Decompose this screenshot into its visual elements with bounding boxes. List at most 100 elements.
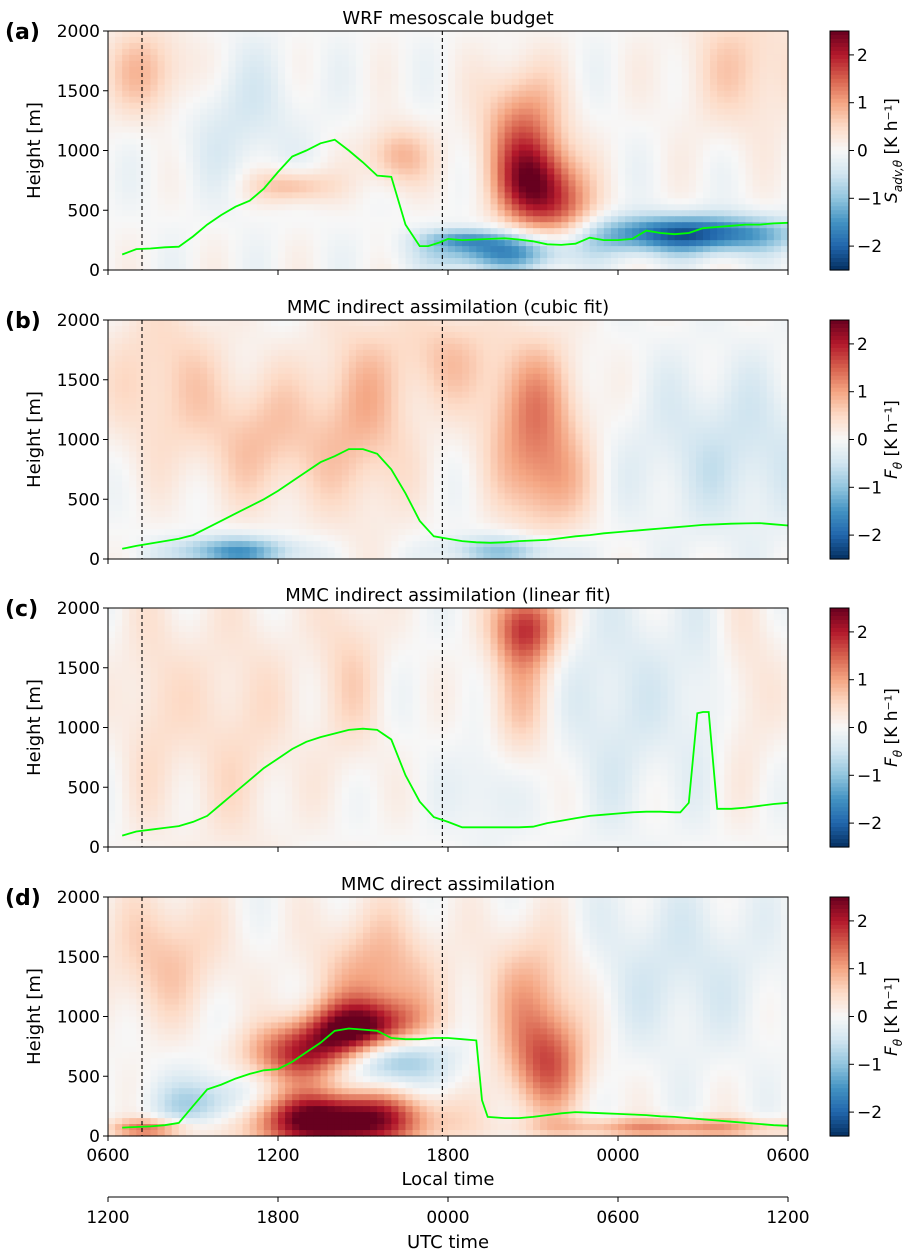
heatmap-cell [780, 72, 789, 80]
heatmap-cell [278, 487, 286, 494]
heatmap-cell [214, 439, 222, 447]
heatmap-cell [759, 216, 768, 223]
heatmap-cell [178, 114, 187, 122]
heatmap-cell [221, 391, 230, 399]
heatmap-cell [483, 78, 492, 86]
heatmap-cell [185, 144, 194, 152]
heatmap-cell [136, 505, 145, 512]
heatmap-cell [639, 204, 647, 211]
heatmap-cell [618, 78, 626, 86]
heatmap-cell [391, 234, 400, 241]
heatmap-cell [695, 210, 704, 217]
heatmap-cell [214, 234, 222, 241]
heatmap-cell [228, 252, 237, 259]
heatmap-cell [603, 210, 612, 217]
heatmap-cell [603, 42, 612, 50]
heatmap-cell [625, 42, 633, 50]
heatmap-cell [306, 78, 315, 86]
heatmap-cell [299, 96, 307, 104]
heatmap-cell [745, 216, 754, 223]
heatmap-cell [235, 499, 244, 506]
heatmap-cell [249, 150, 258, 158]
heatmap-cell [299, 60, 307, 68]
heatmap-cell [469, 156, 477, 164]
heatmap-cell [547, 108, 555, 116]
heatmap-cell [469, 31, 477, 38]
heatmap-cell [207, 343, 215, 351]
colorbar-segment [830, 46, 849, 52]
heatmap-cell [327, 222, 336, 229]
heatmap-cell [603, 198, 612, 205]
heatmap-cell [299, 180, 307, 187]
heatmap-cell [766, 234, 775, 241]
heatmap-cell [561, 168, 570, 175]
heatmap-cell [334, 31, 343, 38]
heatmap-cell [426, 228, 435, 235]
heatmap-cell [292, 54, 300, 62]
heatmap-cell [426, 108, 435, 116]
heatmap-cell [108, 228, 116, 235]
heatmap-cell [433, 234, 442, 241]
heatmap-cell [235, 529, 244, 536]
heatmap-cell [200, 415, 208, 423]
heatmap-cell [327, 228, 336, 235]
heatmap-cell [200, 102, 208, 110]
heatmap-cell [278, 397, 286, 405]
heatmap-cell [278, 252, 286, 259]
heatmap-cell [483, 96, 492, 104]
heatmap-cell [214, 349, 222, 357]
heatmap-cell [752, 120, 761, 128]
heatmap-cell [249, 421, 258, 429]
heatmap-cell [185, 31, 194, 38]
heatmap-cell [766, 150, 775, 158]
heatmap-cell [270, 156, 279, 164]
heatmap-cell [292, 264, 300, 271]
heatmap-cell [214, 84, 222, 92]
heatmap-cell [193, 234, 201, 241]
heatmap-cell [313, 222, 322, 229]
heatmap-cell [646, 174, 655, 181]
heatmap-cell [710, 228, 718, 235]
heatmap-cell [391, 156, 400, 164]
heatmap-cell [214, 337, 222, 345]
heatmap-cell [703, 132, 711, 140]
heatmap-cell [589, 54, 598, 62]
heatmap-cell [334, 96, 343, 104]
heatmap-cell [554, 42, 562, 50]
heatmap-cell [185, 96, 194, 104]
heatmap-cell [433, 246, 442, 253]
heatmap-cell [306, 90, 315, 98]
heatmap-cell [525, 150, 534, 158]
heatmap-cell [667, 252, 676, 259]
heatmap-cell [214, 433, 222, 441]
heatmap-cell [667, 246, 676, 253]
heatmap-cell [122, 168, 130, 175]
colorbar-segment [830, 31, 849, 36]
heatmap-cell [115, 331, 123, 339]
heatmap-cell [108, 535, 116, 542]
heatmap-cell [363, 36, 371, 44]
heatmap-cell [561, 252, 570, 259]
heatmap-cell [724, 102, 732, 110]
heatmap-cell [660, 264, 669, 271]
heatmap-cell [674, 54, 683, 62]
heatmap-cell [745, 234, 754, 241]
heatmap-cell [249, 553, 258, 560]
heatmap-cell [695, 84, 704, 92]
heatmap-cell [214, 451, 222, 459]
heatmap-cell [327, 48, 336, 56]
heatmap-cell [285, 337, 293, 345]
heatmap-cell [504, 264, 513, 271]
heatmap-cell [497, 246, 506, 253]
heatmap-cell [185, 168, 194, 175]
heatmap-cell [710, 240, 718, 247]
heatmap-cell [596, 120, 605, 128]
heatmap-cell [525, 144, 534, 152]
heatmap-cell [419, 31, 428, 38]
heatmap-cell [731, 258, 740, 265]
heatmap-cell [589, 108, 598, 116]
heatmap-cell [703, 96, 711, 104]
heatmap-cell [306, 174, 315, 181]
heatmap-cell [143, 547, 152, 554]
heatmap-cell [575, 246, 584, 253]
